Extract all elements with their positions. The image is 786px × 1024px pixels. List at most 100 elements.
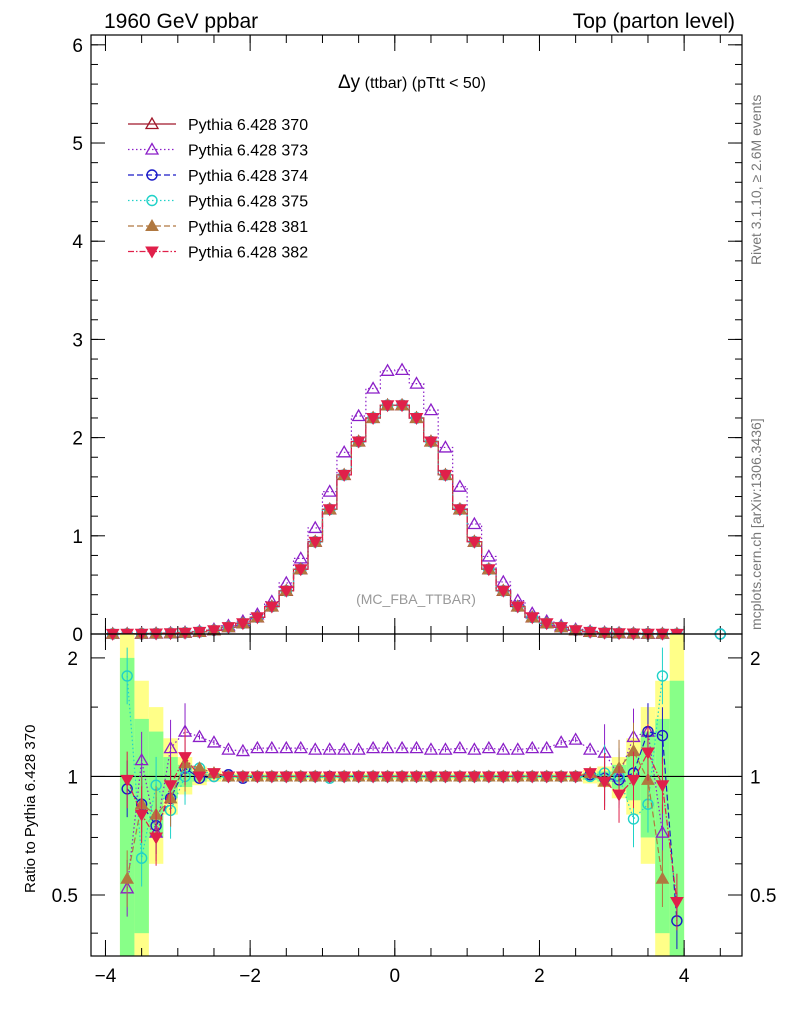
- ratio-point: [481, 740, 496, 754]
- ratio-point: [337, 771, 352, 784]
- data-point: [481, 564, 496, 577]
- ratio-point: [496, 742, 511, 755]
- ratio-point: [496, 771, 511, 784]
- data-point: [293, 564, 308, 577]
- mcplots-label: mcplots.cern.ch [arXiv:1306.3436]: [748, 418, 764, 630]
- ratio-point: [554, 771, 569, 784]
- legend-label: Pythia 6.428 381: [188, 219, 308, 236]
- ratio-point: [178, 752, 192, 765]
- ratio-point: [409, 740, 424, 754]
- data-point: [322, 484, 337, 497]
- ratio-point: [308, 742, 323, 755]
- ratio-point: [525, 740, 540, 754]
- x-tick-label: 2: [534, 966, 545, 987]
- ratio-point: [655, 871, 670, 884]
- legend-marker: [144, 116, 160, 130]
- data-point: [351, 436, 366, 449]
- data-point: [293, 551, 308, 564]
- data-point: [510, 601, 525, 614]
- data-point: [366, 412, 380, 425]
- legend-item: Pythia 6.428 375: [128, 194, 308, 211]
- data-point: [467, 516, 482, 530]
- ratio-point: [612, 789, 626, 802]
- ratio-point: [438, 771, 453, 784]
- ratio-point: [134, 809, 149, 822]
- data-point: [467, 536, 482, 549]
- ratio-point: [395, 771, 409, 784]
- legend-marker: [145, 218, 159, 231]
- rivet-label: Rivet 3.1.10, ≥ 2.6M events: [748, 95, 764, 265]
- data-point: [337, 469, 352, 482]
- data-point: [525, 612, 540, 625]
- ratio-point: [235, 743, 251, 757]
- ratio-point: [510, 771, 525, 784]
- y-tick-label: 2: [72, 429, 83, 450]
- ratio-point: [583, 768, 597, 781]
- data-point: [207, 625, 221, 638]
- ratio-series-pythia-6-428-382: [120, 724, 684, 931]
- data-point: [221, 622, 236, 635]
- y-tick-label: 4: [72, 232, 83, 253]
- ratio-panel: 0.5 0.5 1 1 2 2 −4 −2 0 2 4 Ratio to Pythia 6.428 …: [22, 633, 776, 987]
- ratio-series-line: [126, 730, 664, 889]
- data-point: [409, 376, 424, 389]
- ratio-point: [656, 729, 669, 742]
- ratio-point: [582, 742, 598, 755]
- data-point: [308, 536, 323, 549]
- ratio-point: [120, 774, 135, 787]
- legend-marker: [146, 194, 158, 207]
- ratio-point: [279, 740, 294, 754]
- legend-item: Pythia 6.428 373: [128, 142, 308, 160]
- y-tick-label: 0: [72, 625, 83, 646]
- data-point: [236, 618, 250, 631]
- legend-label: Pythia 6.428 382: [188, 245, 308, 262]
- ratio-point: [481, 771, 496, 784]
- data-point: [192, 626, 207, 639]
- ratio-point: [264, 771, 279, 784]
- data-point: [380, 400, 395, 413]
- data-point: [395, 400, 409, 413]
- ratio-point: [279, 771, 294, 784]
- data-point: [496, 585, 511, 598]
- ratio-point: [641, 747, 655, 760]
- ratio-y-tick-label: 1: [67, 767, 78, 788]
- ratio-series-pythia-6-428-375: [121, 647, 669, 887]
- data-point: [438, 469, 453, 482]
- ratio-point: [452, 740, 468, 754]
- ratio-point: [163, 740, 178, 754]
- ratio-point: [221, 742, 236, 755]
- y-tick-label: 1: [72, 527, 83, 548]
- ratio-series-line: [126, 730, 678, 921]
- data-point: [539, 618, 554, 631]
- ratio-point: [655, 780, 670, 793]
- ratio-point: [409, 771, 424, 784]
- ratio-point: [351, 742, 366, 755]
- legend-label: Pythia 6.428 375: [188, 194, 308, 211]
- ratio-point: [568, 732, 583, 745]
- legend-marker: [144, 142, 160, 155]
- ratio-point: [192, 771, 207, 784]
- ratio-point: [627, 813, 640, 825]
- ratio-point: [135, 852, 148, 864]
- data-point: [250, 612, 265, 625]
- data-point: [452, 479, 468, 492]
- legend-marker: [146, 169, 158, 181]
- ratio-point: [423, 742, 439, 755]
- data-point: [105, 628, 120, 641]
- ratio-point: [351, 771, 366, 784]
- legend-item: Pythia 6.428 374: [128, 168, 308, 185]
- data-point: [279, 585, 294, 598]
- ratio-point: [236, 771, 250, 784]
- data-point: [351, 408, 366, 422]
- ratio-point: [120, 871, 135, 884]
- ratio-series-pythia-6-428-373: [120, 703, 670, 917]
- ratio-point: [264, 740, 279, 754]
- legend-label: Pythia 6.428 373: [188, 143, 308, 160]
- series-line: [105, 404, 685, 635]
- x-tick-label: 0: [390, 966, 401, 987]
- ratio-point: [539, 740, 554, 754]
- ratio-point: [192, 729, 207, 743]
- ratio-point: [293, 771, 308, 784]
- data-point: [481, 549, 496, 562]
